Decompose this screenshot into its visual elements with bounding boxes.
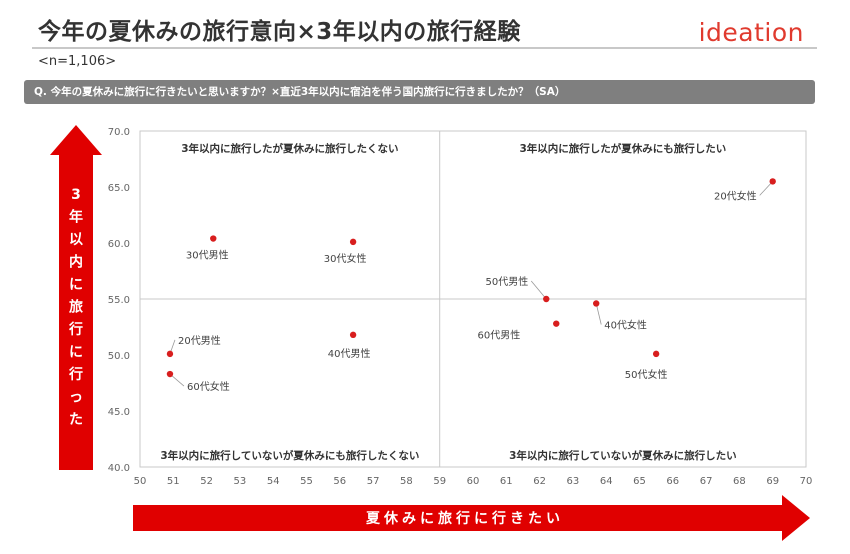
- data-point: [553, 320, 560, 327]
- ideation-logo: ideation: [698, 18, 804, 47]
- x-tick-label: 62: [533, 476, 546, 487]
- point-label: 20代女性: [714, 189, 757, 202]
- y-tick-label: 50.0: [108, 351, 130, 362]
- point-label: 40代男性: [328, 347, 371, 360]
- quadrant-label-top-left: 3年以内に旅行したが夏休みに旅行したくない: [181, 142, 398, 155]
- point-label: 40代女性: [604, 318, 647, 331]
- point-label: 60代男性: [478, 329, 521, 342]
- x-tick-label: 65: [633, 476, 646, 487]
- x-tick-label: 60: [467, 476, 480, 487]
- x-tick-label: 63: [567, 476, 580, 487]
- x-tick-label: 64: [600, 476, 613, 487]
- data-point: [543, 295, 550, 303]
- x-tick-label: 59: [433, 476, 446, 487]
- data-point: [769, 178, 776, 185]
- data-point: [349, 331, 357, 339]
- point-label: 30代女性: [324, 252, 367, 265]
- data-point: [166, 370, 174, 378]
- data-point: [652, 350, 660, 358]
- x-tick-label: 50: [134, 476, 147, 487]
- y-axis-title-char: に: [69, 345, 83, 361]
- x-tick-label: 69: [766, 476, 779, 487]
- point-label: 50代男性: [486, 275, 529, 288]
- x-tick-label: 70: [800, 476, 813, 487]
- y-axis-title-char: た: [69, 412, 83, 428]
- x-tick-label: 52: [200, 476, 213, 487]
- y-axis-title-char: に: [69, 277, 83, 293]
- x-tick-label: 67: [700, 476, 713, 487]
- x-tick-label: 56: [333, 476, 346, 487]
- y-axis-title-char: 年: [69, 209, 83, 226]
- y-axis-title-char: 行: [68, 366, 83, 383]
- y-axis-title-char: 以: [69, 232, 83, 248]
- y-axis-arrow: [50, 125, 102, 470]
- point-label: 30代男性: [186, 249, 229, 262]
- point-label: 60代女性: [187, 380, 230, 393]
- leader-line: [530, 280, 547, 300]
- x-tick-label: 55: [300, 476, 313, 487]
- y-axis-title-char: 行: [68, 321, 83, 338]
- data-point: [349, 238, 357, 246]
- page-title: 今年の夏休みの旅行意向×3年以内の旅行経験: [38, 19, 521, 45]
- y-tick-label: 45.0: [108, 407, 130, 418]
- quadrant-label-bottom-right: 3年以内に旅行していないが夏休みに旅行したい: [509, 449, 737, 462]
- quadrant-label-top-right: 3年以内に旅行したが夏休みにも旅行したい: [519, 142, 726, 155]
- y-tick-label: 70.0: [108, 127, 130, 138]
- y-tick-label: 65.0: [108, 183, 130, 194]
- y-axis-title-char: 旅: [69, 299, 83, 316]
- data-point: [593, 300, 600, 307]
- y-tick-label: 40.0: [108, 463, 130, 474]
- sample-size: <n=1,106>: [38, 54, 117, 69]
- x-tick-label: 51: [167, 476, 180, 487]
- x-tick-label: 53: [234, 476, 247, 487]
- question-banner: Q. 今年の夏休みに旅行に行きたいと思いますか？×直近3年以内に宿泊を伴う国内旅…: [24, 80, 815, 104]
- y-axis-title-char: 3: [71, 187, 81, 203]
- y-tick-label: 60.0: [108, 239, 130, 250]
- point-label: 20代男性: [178, 334, 221, 347]
- y-axis-title-char: っ: [69, 390, 83, 406]
- quadrant-label-bottom-left: 3年以内に旅行していないが夏休みにも旅行したくない: [160, 449, 419, 462]
- x-tick-label: 54: [267, 476, 280, 487]
- title-divider: [32, 47, 817, 49]
- data-point: [166, 350, 174, 358]
- point-label: 50代女性: [625, 368, 668, 381]
- x-axis-arrow: [133, 495, 810, 541]
- y-axis-title-char: 内: [69, 254, 83, 271]
- y-tick-label: 55.0: [108, 295, 130, 306]
- x-tick-label: 68: [733, 476, 746, 487]
- x-tick-label: 57: [367, 476, 380, 487]
- x-tick-label: 58: [400, 476, 413, 487]
- x-axis-title: 夏休みに旅行に行きたい: [366, 510, 564, 527]
- x-tick-label: 66: [666, 476, 679, 487]
- data-point: [210, 235, 217, 242]
- x-tick-label: 61: [500, 476, 513, 487]
- leader-line: [595, 303, 602, 325]
